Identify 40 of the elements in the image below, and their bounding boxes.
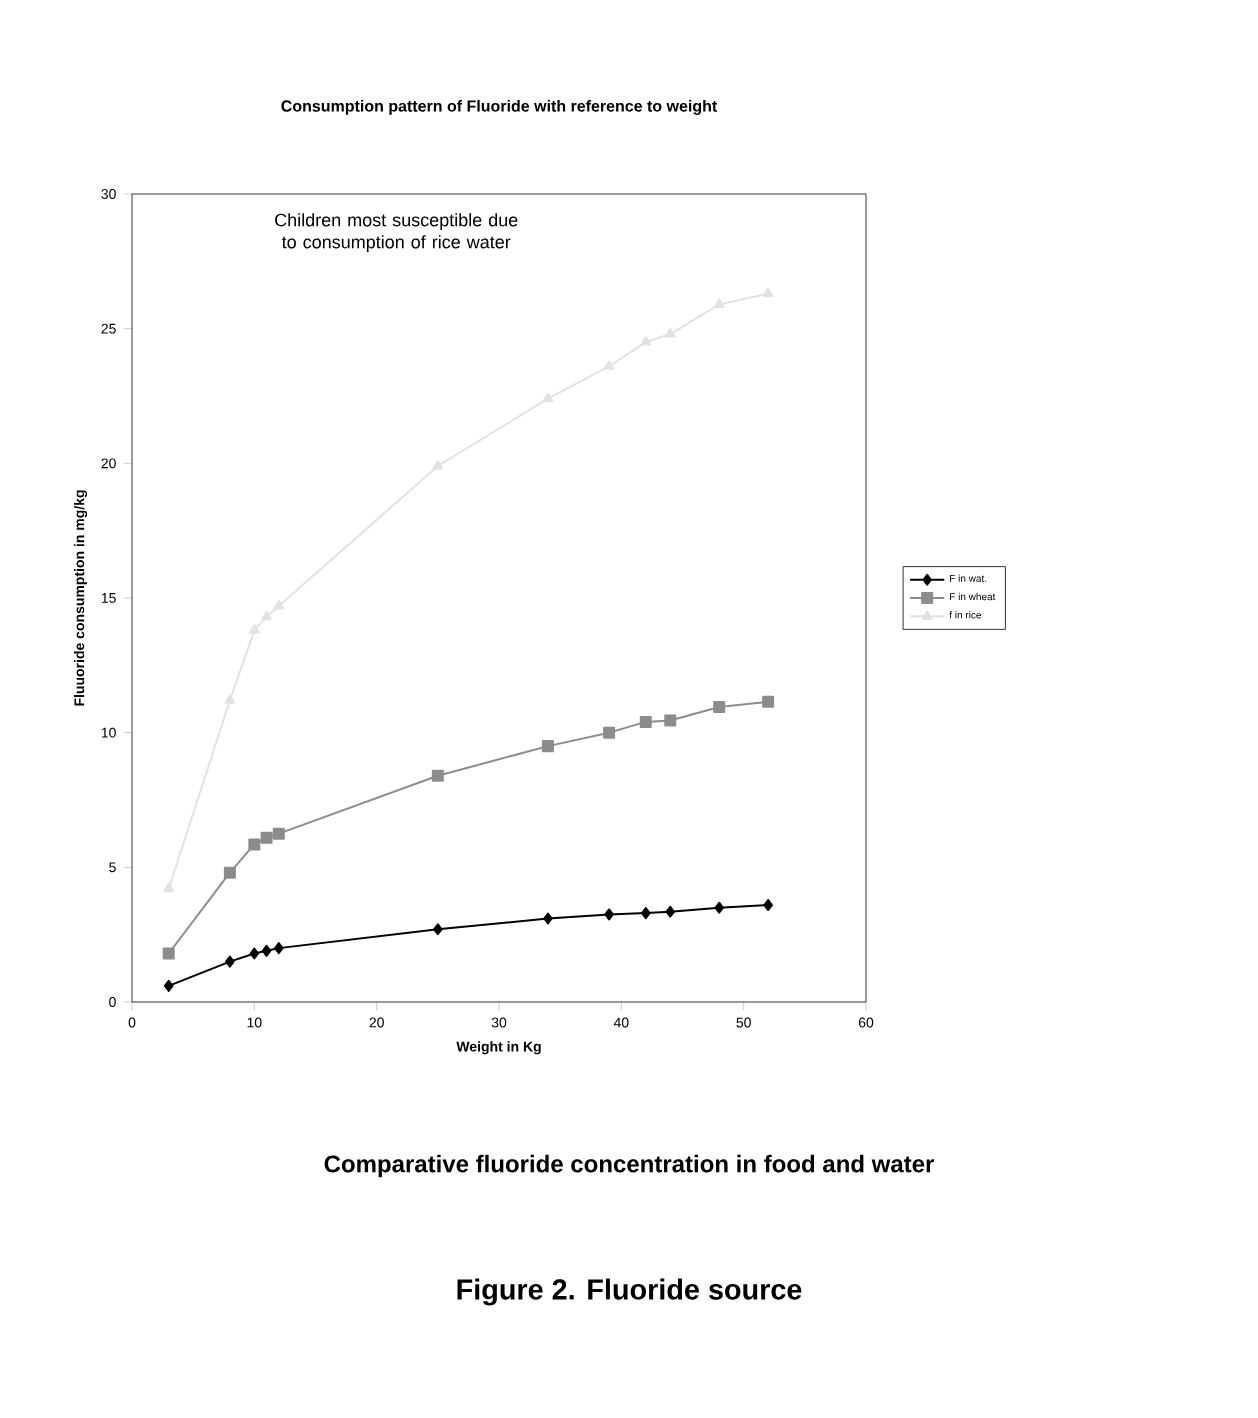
- point: [763, 899, 773, 912]
- point: [762, 695, 775, 708]
- point: [260, 831, 273, 844]
- point: [224, 694, 236, 704]
- point: [223, 866, 236, 879]
- point: [272, 827, 285, 840]
- point: [273, 600, 285, 610]
- point: [664, 714, 677, 727]
- point: [714, 901, 724, 914]
- point: [641, 907, 651, 920]
- point: [163, 979, 174, 992]
- point: [543, 912, 553, 925]
- point: [640, 336, 652, 346]
- point: [248, 838, 261, 851]
- point: [603, 360, 615, 370]
- annotation: Children most susceptible due to consumption of rice water: [275, 213, 518, 252]
- point: [665, 905, 676, 918]
- point: [249, 947, 260, 960]
- point: [433, 923, 443, 936]
- point: [249, 624, 260, 634]
- point: [762, 287, 774, 298]
- point: [603, 726, 616, 739]
- point: [163, 882, 175, 893]
- point: [664, 328, 676, 338]
- point: [431, 769, 444, 782]
- point: [713, 298, 725, 308]
- point: [541, 740, 554, 753]
- text: Comparative fluoride concentration in food and water: [324, 1154, 934, 1178]
- chart-title: Consumption pattern of Fluoride with reference to weight: [281, 99, 718, 115]
- point: [604, 908, 614, 921]
- point: [542, 392, 554, 403]
- caption: Figure 2. Fluoride source: [457, 1278, 802, 1306]
- point: [713, 701, 726, 714]
- point: [639, 715, 652, 728]
- point: [225, 955, 235, 968]
- point: [261, 944, 272, 957]
- point: [261, 610, 272, 621]
- point: [162, 947, 175, 960]
- point: [274, 942, 284, 955]
- point: [432, 460, 444, 470]
